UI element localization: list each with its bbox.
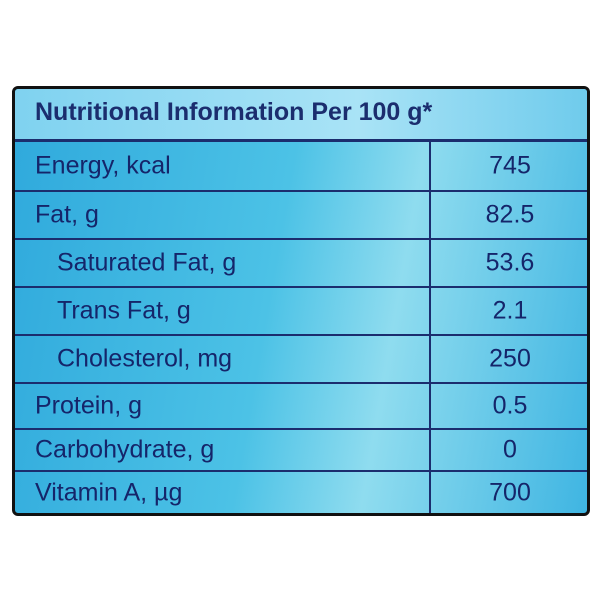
row-value: 250: [489, 344, 531, 373]
nutrition-table: Nutritional Information Per 100 g* Energ…: [12, 86, 590, 516]
table-row: Protein, g 0.5: [15, 384, 587, 430]
table-row: Energy, kcal 745: [15, 142, 587, 192]
table-row: Saturated Fat, g 53.6: [15, 240, 587, 288]
table-row: Cholesterol, mg 250: [15, 336, 587, 384]
row-label: Fat, g: [35, 200, 99, 229]
row-label: Protein, g: [35, 391, 143, 420]
row-label: Vitamin A, µg: [35, 478, 183, 506]
row-value: 82.5: [485, 200, 535, 229]
table-row: Carbohydrate, g 0: [15, 430, 587, 472]
table-header: Nutritional Information Per 100 g*: [15, 89, 587, 142]
table-row: Vitamin A, µg 700: [15, 472, 587, 513]
row-value: 53.6: [485, 248, 535, 277]
row-label: Trans Fat, g: [57, 296, 191, 325]
row-value: 2.1: [492, 296, 528, 325]
row-label: Saturated Fat, g: [57, 248, 237, 277]
row-value: 700: [489, 478, 531, 506]
table-title: Nutritional Information Per 100 g*: [35, 98, 433, 126]
row-value: 0.5: [492, 391, 528, 420]
row-value: 745: [489, 151, 531, 180]
row-value: 0: [503, 435, 517, 464]
table-row: Trans Fat, g 2.1: [15, 288, 587, 336]
row-label: Cholesterol, mg: [57, 344, 233, 373]
column-divider: [429, 142, 431, 513]
row-label: Energy, kcal: [35, 151, 171, 180]
table-row: Fat, g 82.5: [15, 192, 587, 240]
row-label: Carbohydrate, g: [35, 435, 215, 464]
